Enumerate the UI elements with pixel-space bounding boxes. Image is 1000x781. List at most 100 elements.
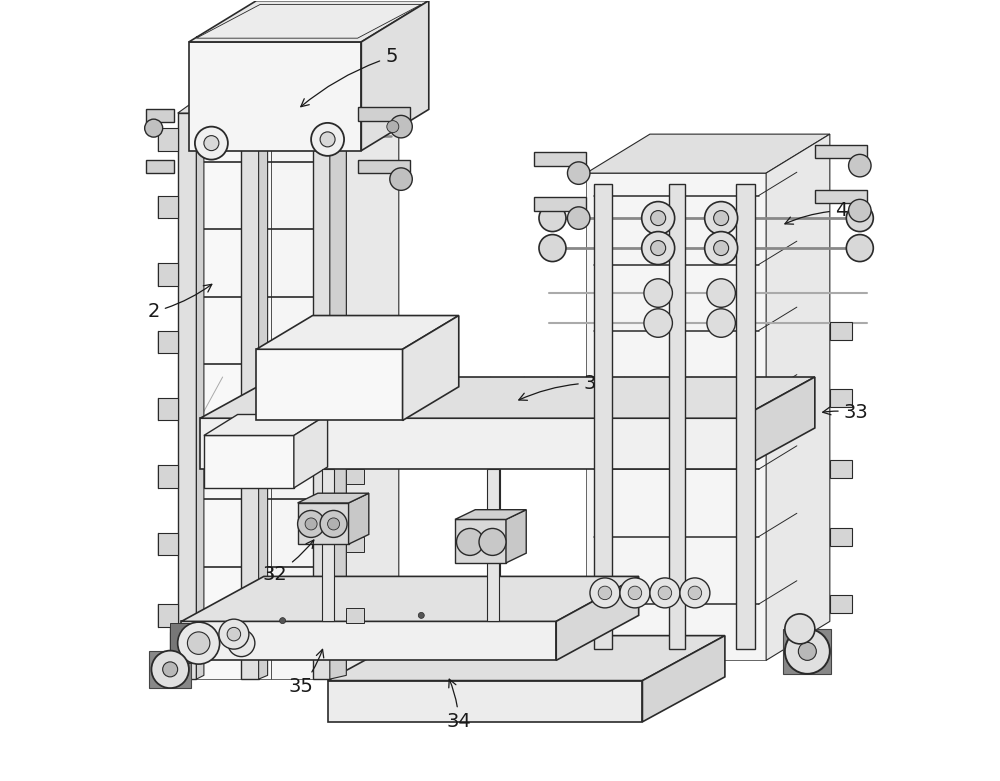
Circle shape	[846, 234, 873, 262]
Text: 3: 3	[519, 373, 596, 401]
Polygon shape	[181, 576, 639, 622]
Polygon shape	[189, 42, 361, 151]
Text: 35: 35	[289, 649, 324, 696]
Polygon shape	[158, 398, 178, 420]
Polygon shape	[358, 107, 410, 120]
Circle shape	[680, 578, 710, 608]
Polygon shape	[346, 537, 364, 551]
Polygon shape	[740, 377, 815, 469]
Circle shape	[650, 578, 680, 608]
Circle shape	[567, 162, 590, 184]
Polygon shape	[830, 322, 852, 340]
Circle shape	[539, 234, 566, 262]
Text: 2: 2	[147, 284, 212, 321]
Polygon shape	[181, 622, 556, 661]
Polygon shape	[158, 533, 178, 555]
Circle shape	[714, 211, 729, 226]
Polygon shape	[330, 109, 346, 679]
Circle shape	[305, 518, 317, 530]
Polygon shape	[815, 144, 867, 158]
Polygon shape	[158, 465, 178, 488]
Polygon shape	[642, 636, 725, 722]
Polygon shape	[328, 680, 642, 722]
Polygon shape	[189, 1, 429, 42]
Polygon shape	[815, 190, 867, 203]
Polygon shape	[361, 1, 429, 151]
Text: 32: 32	[263, 540, 314, 583]
Polygon shape	[556, 576, 639, 661]
Polygon shape	[204, 415, 328, 436]
Circle shape	[390, 116, 412, 138]
Polygon shape	[346, 469, 364, 484]
Polygon shape	[158, 195, 178, 218]
Circle shape	[705, 201, 738, 234]
Polygon shape	[830, 460, 852, 478]
Polygon shape	[335, 349, 346, 405]
Circle shape	[658, 587, 672, 600]
Polygon shape	[346, 401, 364, 417]
Polygon shape	[256, 349, 403, 420]
Polygon shape	[487, 469, 499, 622]
Circle shape	[187, 632, 210, 654]
Circle shape	[644, 308, 672, 337]
Polygon shape	[322, 469, 334, 622]
Polygon shape	[178, 113, 271, 679]
Circle shape	[387, 120, 399, 133]
Polygon shape	[346, 76, 399, 679]
Polygon shape	[259, 109, 268, 679]
Polygon shape	[766, 134, 830, 661]
Polygon shape	[200, 377, 815, 419]
Polygon shape	[830, 595, 852, 613]
Polygon shape	[594, 184, 612, 649]
Polygon shape	[403, 316, 459, 420]
Circle shape	[849, 199, 871, 222]
Polygon shape	[170, 632, 193, 654]
Text: 33: 33	[823, 404, 868, 423]
Circle shape	[228, 629, 255, 657]
Circle shape	[539, 205, 566, 232]
Polygon shape	[158, 330, 178, 353]
Polygon shape	[196, 109, 204, 679]
Circle shape	[204, 136, 219, 151]
Polygon shape	[158, 604, 178, 626]
Polygon shape	[669, 184, 685, 649]
Polygon shape	[586, 173, 766, 661]
Circle shape	[390, 168, 412, 191]
Polygon shape	[298, 503, 349, 544]
Polygon shape	[534, 197, 586, 211]
Circle shape	[320, 132, 335, 147]
Polygon shape	[149, 651, 191, 688]
Polygon shape	[783, 629, 831, 674]
Circle shape	[163, 662, 178, 677]
Circle shape	[590, 578, 620, 608]
Polygon shape	[158, 263, 178, 286]
Circle shape	[849, 155, 871, 177]
Polygon shape	[346, 608, 364, 623]
Polygon shape	[196, 5, 421, 38]
Polygon shape	[170, 623, 196, 662]
Circle shape	[707, 279, 735, 307]
Text: 34: 34	[446, 679, 471, 731]
Circle shape	[298, 511, 325, 537]
Circle shape	[195, 127, 228, 159]
Polygon shape	[146, 160, 174, 173]
Circle shape	[418, 612, 424, 619]
Circle shape	[688, 587, 702, 600]
Circle shape	[785, 629, 830, 674]
Circle shape	[642, 201, 675, 234]
Polygon shape	[271, 113, 346, 679]
Polygon shape	[256, 316, 459, 349]
Circle shape	[628, 587, 642, 600]
Polygon shape	[313, 113, 330, 679]
Circle shape	[644, 279, 672, 307]
Circle shape	[320, 511, 347, 537]
Circle shape	[311, 123, 344, 156]
Polygon shape	[328, 636, 725, 680]
Polygon shape	[455, 519, 506, 563]
Circle shape	[620, 578, 650, 608]
Circle shape	[705, 232, 738, 265]
Text: 5: 5	[301, 48, 398, 107]
Polygon shape	[298, 493, 369, 503]
Polygon shape	[241, 113, 259, 679]
Text: 4: 4	[785, 201, 847, 224]
